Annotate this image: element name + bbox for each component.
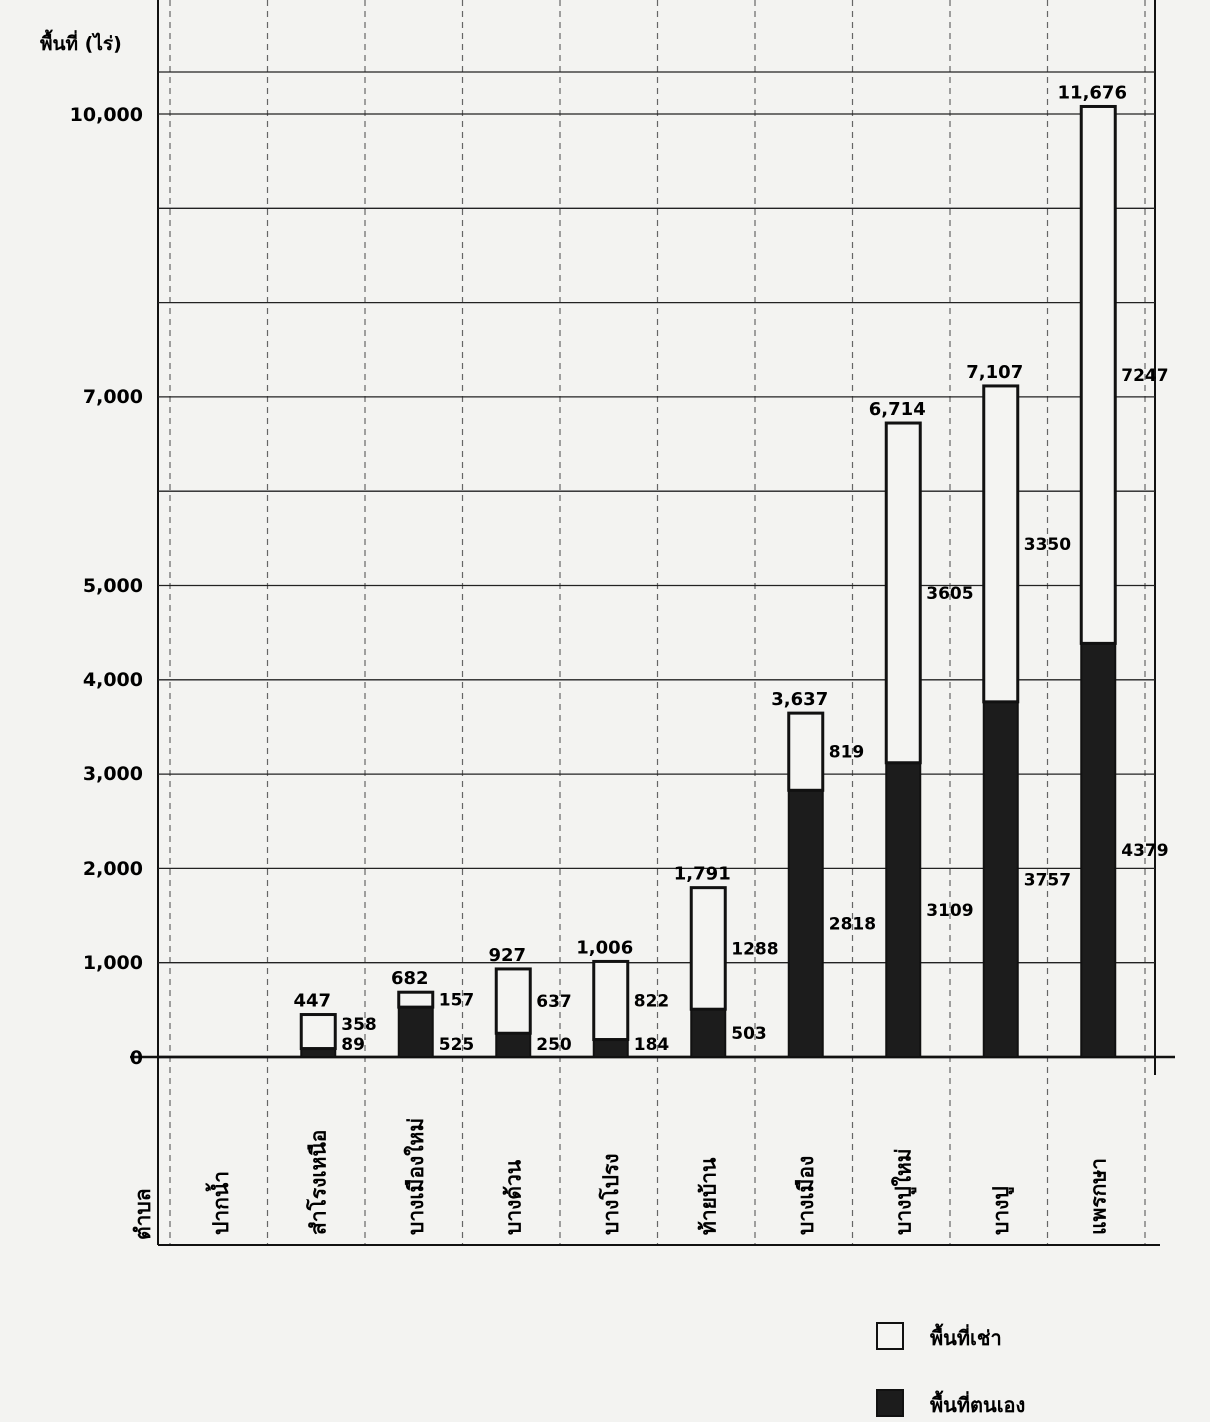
- y-tick-label: 2,000: [83, 858, 143, 880]
- bar-rented: [299, 1013, 337, 1051]
- bar-owned-label: 184: [634, 1035, 670, 1055]
- bar-rented-label: 1288: [731, 939, 778, 959]
- x-axis-label: ตำบล: [131, 1188, 155, 1240]
- bar-owned-label: 525: [439, 1035, 475, 1055]
- y-axis-label: พื้นที่ (ไร่): [40, 29, 122, 55]
- category-label: ท้ายบ้าน: [696, 1157, 720, 1235]
- legend-label-owned: พื้นที่ตนเอง: [930, 1390, 1025, 1417]
- bar-owned: [1080, 642, 1117, 1059]
- y-tick-label: 10,000: [70, 104, 143, 126]
- bars: [299, 104, 1117, 1059]
- bar-total-label: 1,006: [576, 937, 633, 958]
- category-label: บางปูใหม่: [890, 1148, 917, 1235]
- legend: พื้นที่เช่า พื้นที่ตนเอง: [876, 1322, 1025, 1417]
- bar-rented: [397, 990, 435, 1009]
- bar-rented: [982, 384, 1020, 704]
- bar-total-label: 447: [293, 991, 331, 1012]
- y-tick-label: 0: [130, 1047, 143, 1069]
- category-label: บางเมือง: [794, 1156, 818, 1235]
- bar-rented: [787, 711, 825, 792]
- bar-owned-label: 250: [536, 1035, 572, 1055]
- category-label: บางปู: [989, 1186, 1015, 1235]
- category-label: บางเมืองใหม่: [403, 1118, 428, 1235]
- category-label: ปากน้ำ: [205, 1171, 233, 1235]
- bar-rented: [494, 967, 532, 1035]
- legend-label-rented: พื้นที่เช่า: [930, 1323, 1002, 1350]
- bar-owned: [397, 1006, 434, 1058]
- category-label: บางด้วน: [501, 1159, 525, 1235]
- bar-rented-label: 7247: [1121, 366, 1168, 386]
- bar-rented: [689, 886, 727, 1011]
- y-tick-label: 1,000: [83, 952, 143, 974]
- bar-owned: [690, 1008, 727, 1059]
- y-tick-label: 4,000: [83, 669, 143, 691]
- bar-owned-label: 4379: [1121, 841, 1168, 861]
- bar-rented-label: 637: [536, 992, 572, 1012]
- bar-owned: [787, 789, 824, 1058]
- bar-owned-label: 503: [731, 1024, 767, 1044]
- bar-total-label: 1,791: [674, 864, 731, 885]
- bar-owned: [885, 761, 922, 1059]
- bar-total-label: 927: [488, 945, 526, 966]
- bar-rented-label: 3605: [926, 584, 973, 604]
- bar-total-label: 6,714: [869, 399, 926, 420]
- bar-rented-label: 358: [341, 1015, 377, 1035]
- bar-owned-label: 3757: [1024, 870, 1071, 890]
- bar-owned: [495, 1032, 532, 1058]
- category-label: แพรกษา: [1086, 1158, 1110, 1235]
- bar-total-label: 11,676: [1058, 82, 1127, 103]
- bar-total-label: 3,637: [771, 689, 828, 710]
- bar-owned-label: 89: [341, 1035, 365, 1055]
- bar-owned: [982, 700, 1019, 1058]
- legend-swatch-rented: [876, 1322, 904, 1350]
- bar-rented: [592, 959, 630, 1042]
- bar-total-label: 7,107: [966, 362, 1023, 383]
- bar-rented-label: 819: [829, 743, 865, 763]
- bar-owned: [592, 1038, 629, 1059]
- bar-total-label: 682: [391, 968, 429, 989]
- bar-rented-label: 3350: [1024, 535, 1071, 555]
- category-labels: ปากน้ำ สำโรงเหนือ บางเมืองใหม่ บางด้วน บางโป…: [131, 1118, 1110, 1240]
- bar-owned-label: 3109: [926, 901, 973, 921]
- bar-rented-label: 822: [634, 991, 670, 1011]
- y-tick-label: 5,000: [83, 575, 143, 597]
- y-tick-label: 7,000: [83, 386, 143, 408]
- bar-owned-label: 2818: [829, 915, 876, 935]
- y-tick-label: 3,000: [83, 763, 143, 785]
- bar-rented-label: 157: [439, 991, 475, 1011]
- category-label: บางโปรง: [598, 1153, 623, 1235]
- legend-swatch-owned: [876, 1389, 904, 1417]
- bar-rented: [884, 421, 922, 765]
- bar-rented: [1079, 104, 1117, 645]
- y-ticks: 0 1,000 2,000 3,000 4,000 5,000 7,000 10,000: [70, 104, 143, 1069]
- category-label: สำโรงเหนือ: [305, 1130, 330, 1235]
